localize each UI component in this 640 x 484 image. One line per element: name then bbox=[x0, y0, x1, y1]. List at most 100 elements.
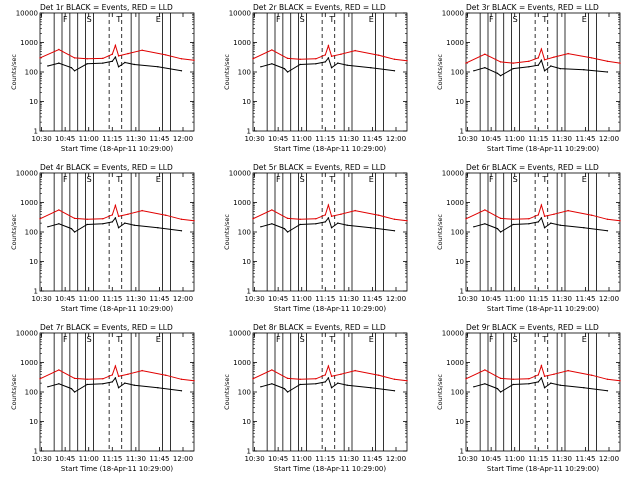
data-point-events bbox=[327, 377, 330, 379]
data-point-events bbox=[550, 222, 552, 224]
series-line-lld bbox=[252, 203, 408, 222]
data-point-lld bbox=[114, 204, 117, 207]
series-line-events bbox=[473, 376, 608, 393]
y-tick-label: 10000 bbox=[442, 330, 464, 338]
plot-frame bbox=[252, 12, 408, 132]
data-point-lld bbox=[619, 62, 621, 64]
plot-frame bbox=[252, 332, 408, 452]
panel-title: Det 5r BLACK = Events, RED = LLD bbox=[253, 163, 386, 172]
data-point-events bbox=[583, 226, 585, 229]
y-axis-label: Counts/sec bbox=[223, 374, 231, 410]
data-point-lld bbox=[193, 59, 195, 61]
data-point-lld bbox=[591, 57, 593, 59]
data-point-lld bbox=[543, 59, 546, 61]
data-point-lld bbox=[330, 55, 333, 58]
data-point-events bbox=[70, 66, 73, 69]
panel-title: Det 9r BLACK = Events, RED = LLD bbox=[466, 323, 599, 332]
marker-letter: T bbox=[115, 15, 121, 24]
series-line-lld bbox=[252, 44, 408, 62]
data-point-events bbox=[499, 231, 502, 233]
chart-panel-8: Det 8r BLACK = Events, RED = LLD 1 10 100 10… bbox=[223, 323, 408, 473]
x-tick-label: 10:45 bbox=[268, 295, 288, 303]
y-axis-label: Counts/sec bbox=[436, 214, 444, 250]
data-point-events bbox=[330, 226, 333, 229]
y-tick-label: 100 bbox=[25, 229, 38, 237]
data-point-lld bbox=[39, 218, 41, 220]
y-tick-label: 1000 bbox=[20, 359, 38, 367]
x-tick-label: 11:15 bbox=[315, 295, 335, 303]
x-tick-label: 11:00 bbox=[79, 455, 99, 463]
marker-letter: E bbox=[369, 335, 374, 344]
data-point-events bbox=[271, 223, 273, 225]
data-point-lld bbox=[117, 215, 120, 218]
data-point-lld bbox=[340, 213, 342, 215]
panel-title: Det 6r BLACK = Events, RED = LLD bbox=[466, 163, 599, 172]
x-tick-label: 11:30 bbox=[126, 295, 146, 303]
data-point-lld bbox=[315, 218, 317, 220]
data-point-events bbox=[117, 386, 120, 389]
x-tick-label: 10:30 bbox=[244, 455, 264, 463]
marker-letter: F bbox=[489, 175, 494, 184]
data-point-events bbox=[86, 383, 88, 386]
data-point-events bbox=[47, 386, 49, 388]
x-tick-label: 12:00 bbox=[386, 295, 406, 303]
x-tick-label: 10:45 bbox=[55, 295, 75, 303]
data-point-events bbox=[324, 381, 326, 383]
x-tick-label: 11:15 bbox=[315, 135, 335, 143]
x-tick-label: 12:00 bbox=[173, 135, 193, 143]
data-point-lld bbox=[354, 49, 356, 52]
marker-letter: S bbox=[513, 335, 518, 344]
data-point-events bbox=[327, 217, 330, 219]
y-tick-label: 1000 bbox=[233, 199, 251, 207]
marker-letter: F bbox=[63, 335, 68, 344]
data-point-events bbox=[73, 391, 76, 393]
marker-letter: E bbox=[369, 175, 374, 184]
y-tick-label: 1000 bbox=[233, 359, 251, 367]
data-point-lld bbox=[193, 380, 195, 382]
series-line-events bbox=[473, 216, 608, 233]
data-point-events bbox=[58, 62, 60, 64]
data-point-lld bbox=[591, 374, 593, 376]
x-tick-label: 11:45 bbox=[149, 295, 169, 303]
data-point-lld bbox=[271, 369, 273, 371]
data-point-lld bbox=[73, 217, 76, 220]
marker-letter: T bbox=[328, 15, 334, 24]
x-tick-label: 11:00 bbox=[505, 135, 525, 143]
data-point-lld bbox=[165, 214, 167, 216]
data-point-lld bbox=[567, 369, 569, 372]
data-point-events bbox=[540, 377, 543, 379]
x-tick-label: 12:00 bbox=[173, 455, 193, 463]
data-point-lld bbox=[141, 209, 143, 212]
data-point-lld bbox=[484, 53, 486, 55]
x-axis-label: Start Time (18-Apr-11 10:29:00) bbox=[487, 465, 599, 473]
data-point-events bbox=[315, 63, 317, 65]
y-tick-label: 100 bbox=[451, 69, 464, 77]
data-point-events bbox=[583, 68, 585, 71]
y-tick-label: 1000 bbox=[446, 199, 464, 207]
data-point-events bbox=[86, 63, 88, 65]
data-point-lld bbox=[111, 214, 113, 216]
y-tick-label: 100 bbox=[25, 69, 38, 77]
panel-title: Det 4r BLACK = Events, RED = LLD bbox=[40, 163, 173, 172]
x-tick-label: 11:45 bbox=[149, 455, 169, 463]
x-tick-label: 11:00 bbox=[292, 135, 312, 143]
data-point-events bbox=[559, 67, 561, 70]
x-tick-label: 10:30 bbox=[31, 295, 51, 303]
marker-letter: E bbox=[582, 175, 587, 184]
data-point-lld bbox=[102, 378, 104, 380]
data-point-events bbox=[73, 70, 76, 72]
marker-letter: E bbox=[156, 15, 161, 24]
plot-frame bbox=[465, 332, 621, 452]
data-point-lld bbox=[540, 48, 543, 50]
data-point-events bbox=[315, 383, 317, 385]
x-tick-label: 11:15 bbox=[315, 455, 335, 463]
marker-letter: T bbox=[328, 335, 334, 344]
data-point-lld bbox=[299, 58, 301, 60]
data-point-lld bbox=[393, 218, 396, 220]
x-tick-label: 11:30 bbox=[126, 135, 146, 143]
x-axis-label: Start Time (18-Apr-11 10:29:00) bbox=[61, 145, 173, 153]
data-point-lld bbox=[58, 48, 60, 51]
data-point-lld bbox=[102, 218, 104, 220]
data-point-events bbox=[583, 386, 585, 389]
data-point-events bbox=[559, 384, 561, 386]
